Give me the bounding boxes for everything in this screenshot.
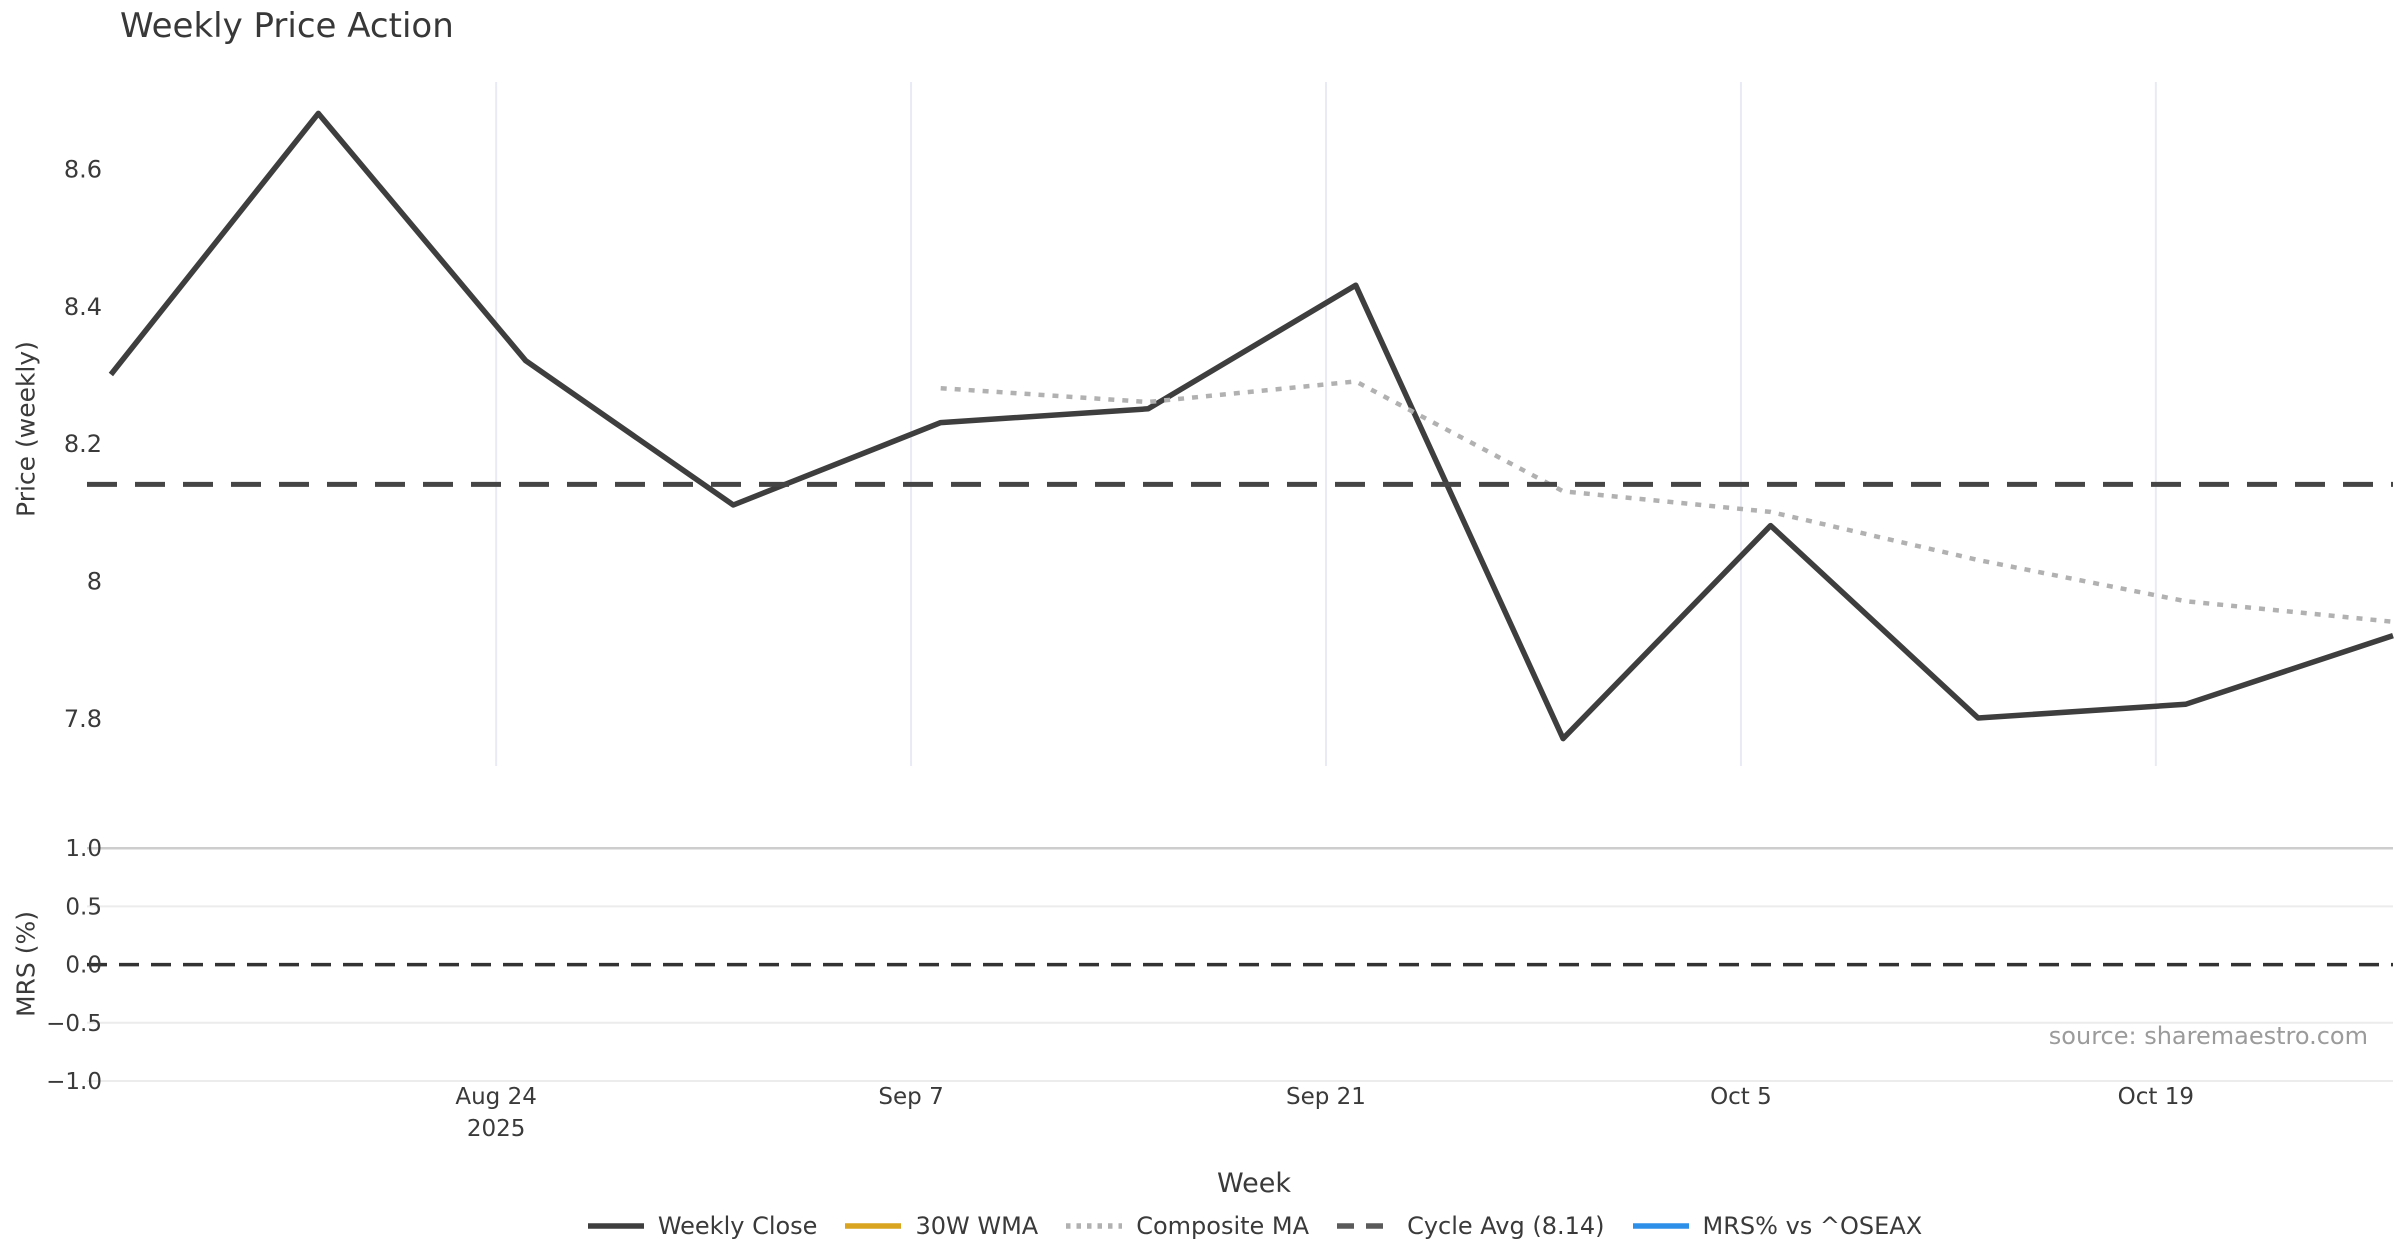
x-tick-label: Oct 5 [1710, 1084, 1772, 1110]
legend: Weekly Close 30W WMA Composite MA Cycle Avg… [54, 1212, 2400, 1240]
legend-label: 30W WMA [915, 1212, 1039, 1240]
legend-item-weekly-close: Weekly Close [586, 1212, 818, 1240]
price-tick-label: 8.4 [64, 293, 102, 321]
legend-item-mrs-vs-oseax: MRS% vs ^OSEAX [1631, 1212, 1923, 1240]
legend-swatch-dashed [1337, 1223, 1394, 1229]
legend-label: MRS% vs ^OSEAX [1702, 1212, 1923, 1240]
legend-label: Weekly Close [657, 1212, 818, 1240]
y-axis-label-mrs: MRS (%) [11, 910, 41, 1018]
legend-swatch-solid [587, 1223, 644, 1229]
weekly-close-line [108, 110, 2394, 742]
price-tick-label: 8.2 [64, 430, 102, 458]
legend-label: Cycle Avg (8.14) [1407, 1212, 1605, 1240]
x-tick-label: Aug 24 [455, 1084, 537, 1110]
y-axis-label-price: Price (weekly) [11, 341, 41, 517]
legend-item-composite-ma: Composite MA [1064, 1212, 1309, 1240]
x-tick-label: Sep 21 [1286, 1084, 1366, 1110]
legend-item-cycle-avg-8-14-: Cycle Avg (8.14) [1335, 1212, 1605, 1240]
legend-swatch-dotted [1066, 1223, 1123, 1229]
x-axis-label: Week [1217, 1168, 1291, 1199]
price-tick-label: 8.6 [64, 155, 102, 183]
legend-label: Composite MA [1136, 1212, 1310, 1240]
composite-ma-line [940, 379, 2394, 625]
mrs-tick-label: −1.0 [46, 1069, 102, 1095]
legend-item-30w-wma: 30W WMA [843, 1212, 1038, 1240]
price-tick-label: 7.8 [64, 705, 102, 733]
x-tick-label: Oct 19 [2118, 1084, 2194, 1110]
mrs-tick-label: 0.0 [65, 953, 102, 979]
source-note: source: sharemaestro.com [2048, 1022, 2368, 1050]
x-tick-label: Sep 7 [878, 1084, 943, 1110]
mrs-tick-label: −0.5 [46, 1011, 102, 1037]
mrs-tick-label: 0.5 [65, 894, 102, 920]
legend-swatch-solid [1632, 1223, 1689, 1229]
x-tick-year-label: 2025 [467, 1116, 526, 1142]
price-tick-label: 8 [87, 568, 102, 596]
mrs-tick-label: 1.0 [65, 836, 102, 862]
legend-swatch-solid [845, 1223, 902, 1229]
chart-title: Weekly Price Action [120, 6, 454, 46]
